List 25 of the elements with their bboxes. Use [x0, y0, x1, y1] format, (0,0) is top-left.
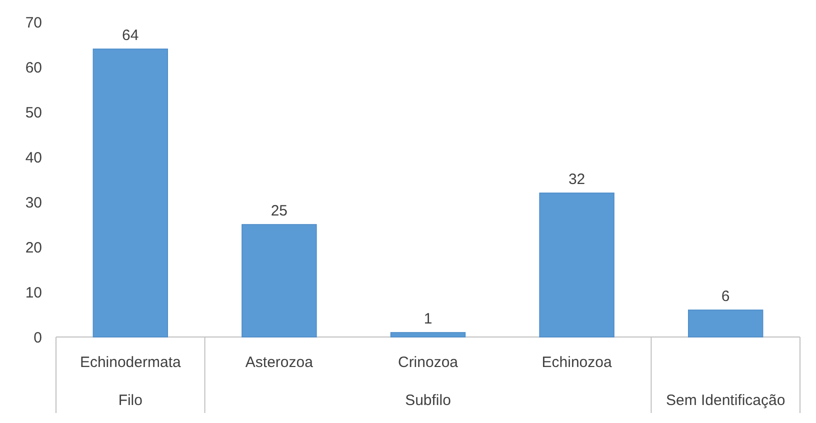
x-tick-label: Echinozoa	[542, 354, 612, 371]
x-tick-label: Echinodermata	[80, 354, 182, 371]
y-tick-label: 10	[25, 284, 42, 302]
data-label: 64	[122, 27, 139, 44]
text: Sem Identificação	[666, 392, 786, 409]
text: Subfilo	[405, 392, 451, 409]
text: Filo	[118, 392, 142, 409]
y-tick-label: 20	[25, 239, 42, 256]
x-tick-label: Asterozoa	[245, 354, 314, 371]
data-label: 32	[568, 171, 586, 188]
y-tick-label: 60	[25, 59, 42, 76]
bar	[242, 224, 317, 338]
bar	[688, 310, 764, 338]
x-tick-label: Crinozoa	[398, 354, 459, 371]
y-tick-label: 70	[25, 14, 42, 32]
y-tick-label: 40	[25, 149, 42, 166]
y-tick-label: 50	[25, 104, 42, 122]
bar	[390, 332, 466, 338]
y-tick-label: 30	[25, 194, 42, 212]
bar	[539, 192, 614, 338]
data-label: 25	[270, 202, 288, 220]
data-label: 6	[721, 288, 730, 305]
y-tick-label: 0	[34, 329, 42, 346]
bar	[92, 48, 168, 338]
data-label: 1	[424, 310, 432, 328]
